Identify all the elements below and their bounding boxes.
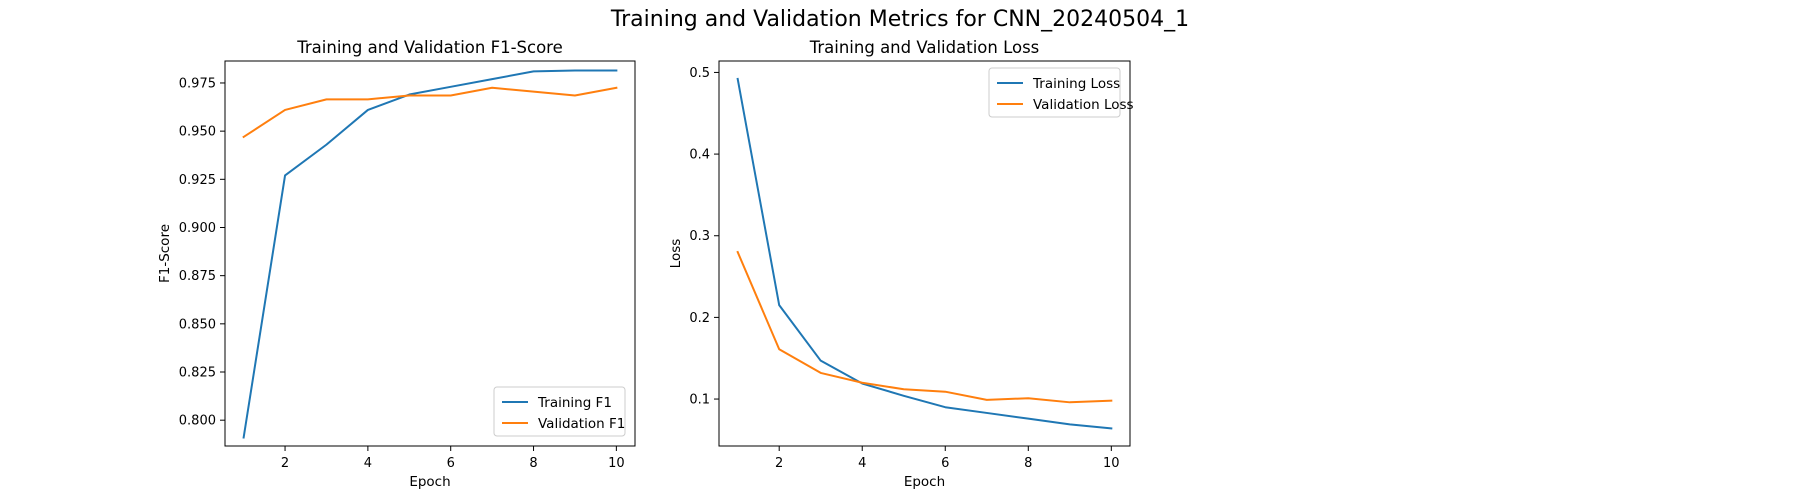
- f1-y-tick-label: 0.850: [179, 317, 216, 332]
- loss-series-line-validation-loss: [736, 250, 1113, 404]
- f1-axes-frame: [224, 60, 636, 447]
- loss-y-axis-label: Loss: [668, 239, 684, 269]
- f1-legend-label: Training F1: [537, 395, 612, 411]
- f1-chart-title: Training and Validation F1-Score: [296, 38, 563, 57]
- loss-y-tick-label: 0.1: [689, 393, 710, 408]
- loss-x-tick-label: 6: [941, 456, 949, 471]
- f1-chart: Training and Validation F1-Score 2 4 6 8 10 0.…: [157, 38, 636, 490]
- loss-y-tick-label: 0.3: [689, 229, 710, 244]
- f1-x-axis-label: Epoch: [409, 474, 450, 490]
- loss-series-line-training-loss: [736, 77, 1113, 430]
- loss-legend: Training Loss Validation Loss: [988, 67, 1134, 118]
- loss-chart-title: Training and Validation Loss: [809, 38, 1040, 57]
- loss-x-axis-label: Epoch: [904, 474, 945, 490]
- f1-y-tick-label: 0.975: [179, 76, 216, 91]
- f1-series-line-training-f1: [242, 69, 618, 439]
- f1-y-tick-label: 0.825: [179, 366, 216, 381]
- f1-x-tick-label: 10: [608, 456, 625, 471]
- f1-legend: Training F1 Validation F1: [493, 386, 626, 437]
- loss-legend-label: Training Loss: [1032, 76, 1120, 92]
- f1-legend-label: Validation F1: [538, 416, 625, 432]
- f1-y-tick-label: 0.900: [179, 221, 216, 236]
- loss-axes-frame: [718, 60, 1131, 447]
- loss-y-tick-label: 0.5: [689, 66, 710, 81]
- f1-y-tick-label: 0.950: [179, 125, 216, 140]
- loss-x-tick-label: 2: [775, 456, 783, 471]
- f1-x-tick-label: 2: [281, 456, 289, 471]
- f1-series-line-validation-f1: [242, 86, 618, 139]
- f1-y-tick-label: 0.800: [179, 414, 216, 429]
- loss-x-tick-label: 8: [1024, 456, 1032, 471]
- loss-x-tick-label: 4: [858, 456, 866, 471]
- loss-legend-label: Validation Loss: [1033, 97, 1134, 113]
- f1-x-tick-label: 6: [447, 456, 455, 471]
- loss-chart: Training and Validation Loss 2 4 6 8 10 0.1 0.2…: [668, 38, 1134, 490]
- f1-x-tick-label: 4: [364, 456, 372, 471]
- loss-y-tick-label: 0.2: [689, 311, 710, 326]
- f1-y-tick-label: 0.925: [179, 173, 216, 188]
- figure-suptitle: Training and Validation Metrics for CNN_…: [610, 7, 1189, 32]
- loss-y-tick-label: 0.4: [689, 148, 710, 163]
- f1-y-tick-label: 0.875: [179, 269, 216, 284]
- f1-x-tick-label: 8: [529, 456, 537, 471]
- charts: Training and Validation F1-Score 2 4 6 8 10 0.…: [157, 38, 1134, 490]
- f1-y-axis-label: F1-Score: [157, 224, 173, 283]
- loss-x-tick-label: 10: [1103, 456, 1120, 471]
